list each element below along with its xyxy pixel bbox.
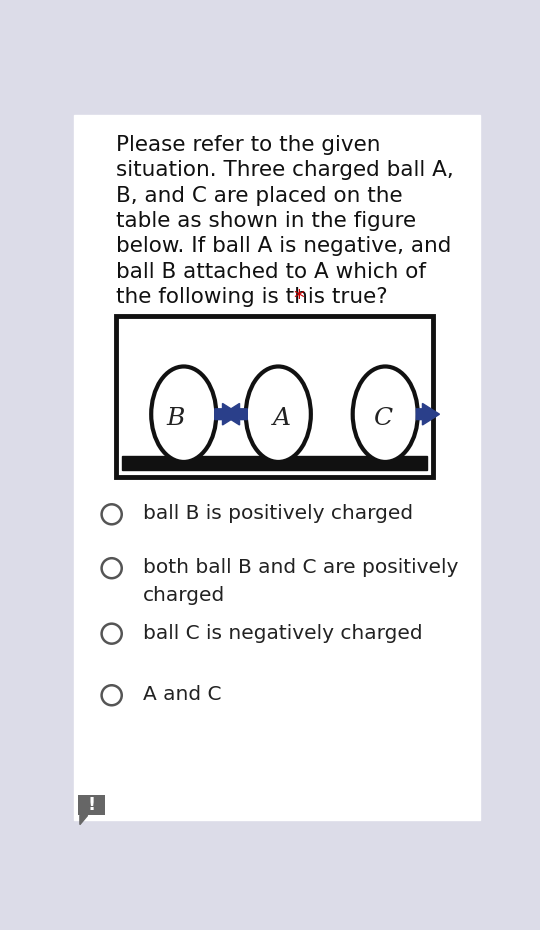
Bar	[78, 795, 105, 816]
Text: *: *	[293, 288, 304, 309]
Ellipse shape	[353, 366, 418, 462]
FancyArrow shape	[215, 404, 240, 425]
Circle shape	[102, 504, 122, 525]
Text: A and C: A and C	[143, 685, 221, 704]
Text: !: !	[87, 796, 96, 815]
Text: A: A	[273, 406, 291, 430]
Bar	[116, 315, 433, 477]
Text: B, and C are placed on the: B, and C are placed on the	[116, 185, 402, 206]
Circle shape	[102, 685, 122, 705]
Circle shape	[102, 558, 122, 578]
Text: ball B is positively charged: ball B is positively charged	[143, 504, 413, 524]
Polygon shape	[80, 816, 87, 825]
Text: C: C	[373, 406, 392, 430]
Circle shape	[102, 624, 122, 644]
Text: Please refer to the given: Please refer to the given	[116, 135, 380, 154]
FancyArrow shape	[222, 404, 247, 425]
Bar	[122, 456, 427, 470]
Ellipse shape	[151, 366, 217, 462]
FancyArrow shape	[416, 404, 440, 425]
Text: B: B	[167, 406, 185, 430]
Text: ball C is negatively charged: ball C is negatively charged	[143, 624, 422, 643]
Text: situation. Three charged ball A,: situation. Three charged ball A,	[116, 160, 453, 180]
Text: the following is this true?: the following is this true?	[116, 287, 387, 307]
Ellipse shape	[246, 366, 311, 462]
Text: below. If ball A is negative, and: below. If ball A is negative, and	[116, 236, 451, 257]
Text: ball B attached to A which of: ball B attached to A which of	[116, 261, 426, 282]
Text: both ball B and C are positively
charged: both ball B and C are positively charged	[143, 558, 458, 605]
Text: table as shown in the figure: table as shown in the figure	[116, 211, 416, 231]
